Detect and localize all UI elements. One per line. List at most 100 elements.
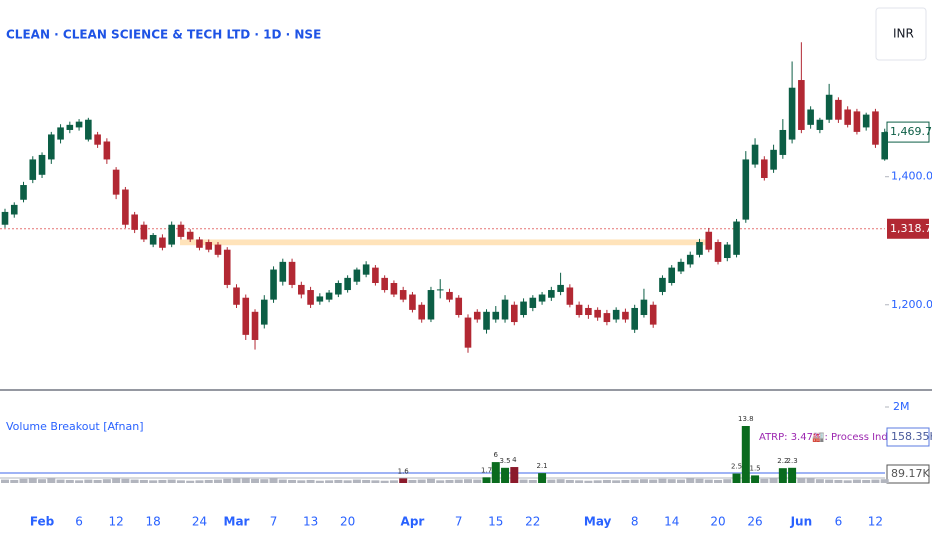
volume-bar [602, 479, 611, 483]
volume-bar [843, 480, 852, 483]
volume-bar [778, 468, 787, 483]
volume-bar [204, 479, 213, 483]
candle-body [168, 224, 175, 245]
volume-bar [825, 479, 834, 483]
candle-body [159, 237, 166, 248]
volume-bar [473, 479, 482, 483]
volume-bar [176, 480, 185, 483]
volume-bar [232, 478, 241, 483]
x-tick-label: 14 [664, 515, 679, 529]
volume-bar [223, 478, 232, 483]
candle-body [75, 121, 83, 128]
candle-body [20, 185, 27, 200]
candle-body [594, 309, 601, 318]
candle-body [612, 309, 620, 320]
candle-body [751, 144, 759, 165]
volume-bar [343, 480, 352, 483]
volume-bar [880, 479, 889, 483]
candle-body [714, 242, 722, 262]
x-tick-label: 7 [455, 515, 463, 529]
volume-bar [28, 478, 37, 483]
volume-bar [38, 479, 47, 483]
candle-body [436, 289, 444, 291]
volume-bar [760, 478, 769, 483]
candle-body [270, 269, 277, 300]
indicator-title: Volume Breakout [Afnan] [6, 420, 144, 433]
candle-body [149, 234, 157, 245]
candle-body [872, 111, 879, 145]
candle-body [260, 299, 268, 325]
chart-title: CLEAN · CLEAN SCIENCE & TECH LTD · 1D · … [6, 28, 321, 42]
atrp-label: ATRP: 3.47% [759, 432, 822, 443]
y-tick-label: 1,200.00 [891, 298, 932, 311]
volume-bar [84, 479, 93, 483]
volume-ratio-label: 1.7 [481, 466, 492, 474]
volume-bar [630, 479, 639, 483]
x-tick-label: 7 [270, 515, 278, 529]
volume-bar [621, 479, 630, 483]
volume-bar [47, 478, 56, 483]
candle-body [177, 224, 185, 237]
candle-body [344, 277, 351, 291]
candle-body [418, 304, 425, 320]
volume-bar [445, 479, 454, 483]
volume-bar [575, 480, 584, 483]
volume-bar [436, 480, 445, 483]
candle-body [57, 127, 64, 140]
candle-body [288, 261, 296, 285]
x-tick-label: 13 [303, 515, 318, 529]
candle-body [38, 154, 46, 175]
volume-bar [593, 480, 602, 483]
volume-bar [528, 479, 537, 483]
candle-body [94, 134, 101, 145]
candle-body [705, 231, 713, 250]
x-tick-label: Jun [790, 515, 813, 529]
volume-bar [612, 480, 621, 483]
volume-bar [695, 478, 704, 483]
candle-body [66, 124, 74, 130]
volume-bar [639, 479, 648, 483]
volume-bar [251, 478, 260, 483]
volume-bar [454, 479, 463, 483]
level-label-box [887, 218, 929, 239]
volume-bar [408, 479, 417, 483]
candle-body [862, 114, 870, 128]
x-tick-label: 12 [868, 515, 883, 529]
candle-body [557, 284, 564, 292]
volume-bar [112, 478, 121, 483]
candle-body [835, 99, 842, 120]
volume-bar [121, 478, 130, 483]
x-tick-label: May [584, 515, 612, 529]
candle-body [844, 109, 851, 125]
volume-bar [325, 480, 334, 483]
volume-bar [352, 479, 361, 483]
candle-body [362, 264, 370, 275]
volume-bar [584, 480, 593, 483]
candle-body [538, 294, 546, 302]
volume-bar [501, 467, 510, 483]
volume-bar [389, 480, 398, 483]
volume-bar [130, 479, 139, 483]
volume-bar [102, 479, 111, 483]
candle-body [742, 159, 750, 220]
candle-body [779, 129, 787, 155]
currency[interactable]: INR [893, 27, 914, 41]
volume-bar [56, 479, 65, 483]
candle-body [853, 111, 861, 132]
volume-bar [278, 479, 287, 483]
volume-bar [547, 479, 556, 483]
currency-box[interactable] [875, 7, 927, 61]
resistance-zone [180, 239, 712, 246]
candle-body [205, 242, 213, 250]
candle-body [399, 290, 407, 300]
volume-ratio-label: 1.5 [749, 464, 760, 472]
y-tick-label: 1,400.00 [891, 170, 932, 183]
volume-bar [288, 479, 297, 483]
candle-body [686, 254, 694, 265]
volume-bar [464, 479, 472, 483]
volume-bar [676, 479, 685, 483]
candle-body [353, 269, 361, 282]
x-tick-label: 24 [192, 515, 207, 529]
volume-ratio-label: 2.5 [731, 463, 742, 471]
volume-bar [399, 478, 408, 483]
